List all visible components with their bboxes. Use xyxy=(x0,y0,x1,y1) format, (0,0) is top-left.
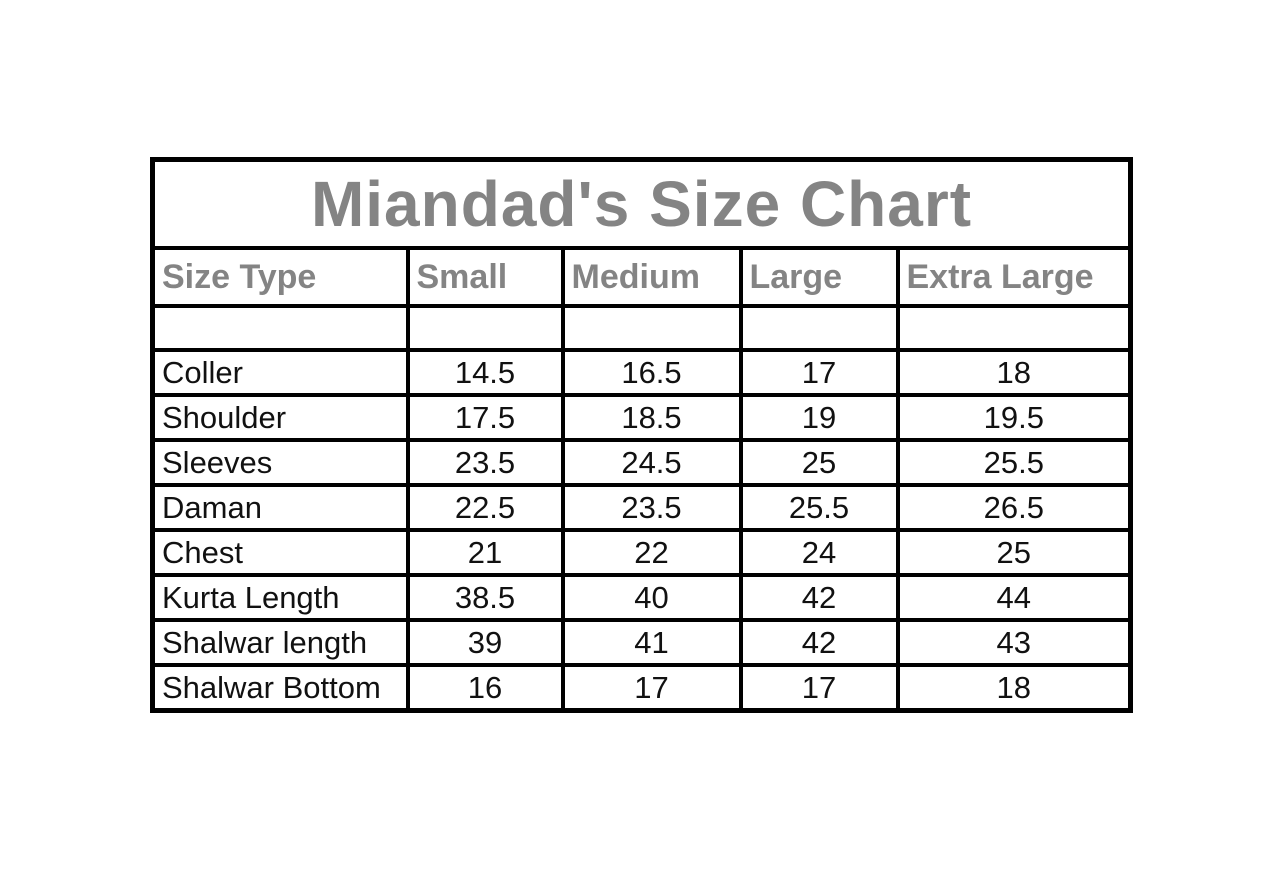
table-row-sleeves: Sleeves 23.5 24.5 25 25.5 xyxy=(150,438,1133,487)
value-cell: 25.5 xyxy=(738,483,900,532)
value-cell: 44 xyxy=(895,573,1133,622)
value-cell: 42 xyxy=(738,618,900,667)
value-cell: 26.5 xyxy=(895,483,1133,532)
table-row-coller: Coller 14.5 16.5 17 18 xyxy=(150,348,1133,397)
value-cell: 23.5 xyxy=(560,483,743,532)
value-cell: 16 xyxy=(405,663,565,713)
value-cell: 21 xyxy=(405,528,565,577)
value-cell: 39 xyxy=(405,618,565,667)
value-cell: 16.5 xyxy=(560,348,743,397)
value-cell: 41 xyxy=(560,618,743,667)
value-cell: 23.5 xyxy=(405,438,565,487)
title-row: Miandad's Size Chart xyxy=(150,157,1133,250)
row-label: Coller xyxy=(150,348,410,397)
value-cell: 19.5 xyxy=(895,393,1133,442)
spacer-cell xyxy=(405,304,565,352)
value-cell: 18 xyxy=(895,663,1133,713)
table-row-daman: Daman 22.5 23.5 25.5 26.5 xyxy=(150,483,1133,532)
value-cell: 14.5 xyxy=(405,348,565,397)
value-cell: 19 xyxy=(738,393,900,442)
column-header-size-type: Size Type xyxy=(150,246,410,308)
value-cell: 18 xyxy=(895,348,1133,397)
header-row: Size Type Small Medium Large Extra Large xyxy=(150,246,1133,308)
column-header-small: Small xyxy=(405,246,565,308)
value-cell: 24 xyxy=(738,528,900,577)
value-cell: 42 xyxy=(738,573,900,622)
table-row-shalwar-bottom: Shalwar Bottom 16 17 17 18 xyxy=(150,663,1133,713)
table-row-shoulder: Shoulder 17.5 18.5 19 19.5 xyxy=(150,393,1133,442)
value-cell: 40 xyxy=(560,573,743,622)
value-cell: 22.5 xyxy=(405,483,565,532)
spacer-cell xyxy=(560,304,743,352)
value-cell: 25 xyxy=(895,528,1133,577)
row-label: Chest xyxy=(150,528,410,577)
table-row-kurta-length: Kurta Length 38.5 40 42 44 xyxy=(150,573,1133,622)
value-cell: 24.5 xyxy=(560,438,743,487)
row-label: Sleeves xyxy=(150,438,410,487)
column-header-extra-large: Extra Large xyxy=(895,246,1133,308)
value-cell: 17 xyxy=(560,663,743,713)
value-cell: 18.5 xyxy=(560,393,743,442)
spacer-row xyxy=(150,304,1133,352)
table-row-chest: Chest 21 22 24 25 xyxy=(150,528,1133,577)
column-header-medium: Medium xyxy=(560,246,743,308)
chart-title: Miandad's Size Chart xyxy=(150,157,1133,250)
row-label: Daman xyxy=(150,483,410,532)
value-cell: 17 xyxy=(738,663,900,713)
row-label: Shalwar Bottom xyxy=(150,663,410,713)
table-row-shalwar-length: Shalwar length 39 41 42 43 xyxy=(150,618,1133,667)
size-chart-table: Miandad's Size Chart Size Type Small Med… xyxy=(150,157,1134,713)
value-cell: 22 xyxy=(560,528,743,577)
row-label: Shalwar length xyxy=(150,618,410,667)
value-cell: 25.5 xyxy=(895,438,1133,487)
value-cell: 38.5 xyxy=(405,573,565,622)
column-header-large: Large xyxy=(738,246,900,308)
spacer-cell xyxy=(738,304,900,352)
row-label: Shoulder xyxy=(150,393,410,442)
value-cell: 17 xyxy=(738,348,900,397)
row-label: Kurta Length xyxy=(150,573,410,622)
value-cell: 17.5 xyxy=(405,393,565,442)
value-cell: 43 xyxy=(895,618,1133,667)
spacer-cell xyxy=(150,304,410,352)
spacer-cell xyxy=(895,304,1133,352)
value-cell: 25 xyxy=(738,438,900,487)
